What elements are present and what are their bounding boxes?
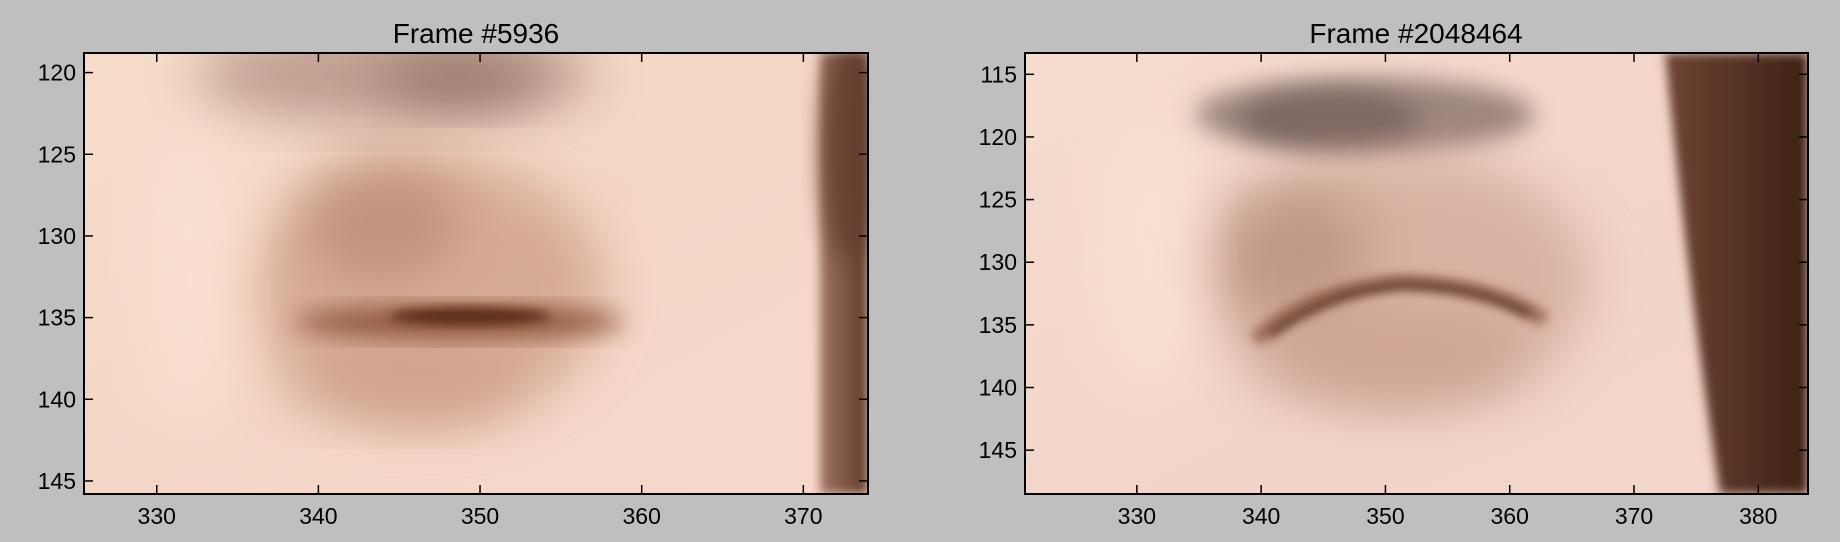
- y-tick-label: 145: [979, 437, 1017, 463]
- y-tick-label: 145: [38, 468, 76, 494]
- y-tick-label: 125: [979, 187, 1017, 213]
- x-tick-label: 330: [1118, 503, 1156, 529]
- y-tick-label: 135: [979, 312, 1017, 338]
- plot-frame: [1024, 52, 1809, 495]
- x-tick-label: 360: [623, 503, 661, 529]
- x-tick-label: 370: [784, 503, 822, 529]
- x-tick-label: 350: [461, 503, 499, 529]
- y-tick-label: 140: [38, 386, 76, 412]
- x-tick-label: 340: [299, 503, 337, 529]
- y-tick-label: 135: [38, 305, 76, 331]
- plot-frame: [83, 52, 869, 495]
- x-tick-label: 340: [1242, 503, 1280, 529]
- x-tick-label: 380: [1739, 503, 1777, 529]
- y-tick-label: 130: [38, 223, 76, 249]
- image-plot: [84, 53, 868, 494]
- panel-frame-5936: Frame #5936 330 340 350 360 370 120 125 130 135…: [38, 18, 869, 529]
- x-ticks: 330 340 350 360 370: [138, 53, 823, 529]
- y-tick-label: 130: [979, 249, 1017, 275]
- x-tick-label: 330: [138, 503, 176, 529]
- x-tick-label: 350: [1366, 503, 1404, 529]
- image-plot: [1025, 53, 1808, 494]
- panel-frame-2048464: Frame #2048464 330 340 350 360 370 380 115 120…: [979, 18, 1809, 529]
- y-tick-label: 120: [979, 124, 1017, 150]
- y-tick-label: 140: [979, 375, 1017, 401]
- y-ticks: 120 125 130 135 140 145: [38, 60, 868, 494]
- y-ticks: 115 120 125 130 135 140 145: [979, 61, 1808, 463]
- x-tick-label: 370: [1615, 503, 1653, 529]
- chart-title: Frame #2048464: [1309, 18, 1522, 49]
- x-tick-label: 360: [1491, 503, 1529, 529]
- chart-title: Frame #5936: [393, 18, 560, 49]
- y-tick-label: 120: [38, 60, 76, 86]
- y-tick-label: 125: [38, 141, 76, 167]
- x-ticks: 330 340 350 360 370 380: [1118, 53, 1777, 529]
- y-tick-label: 115: [980, 61, 1017, 87]
